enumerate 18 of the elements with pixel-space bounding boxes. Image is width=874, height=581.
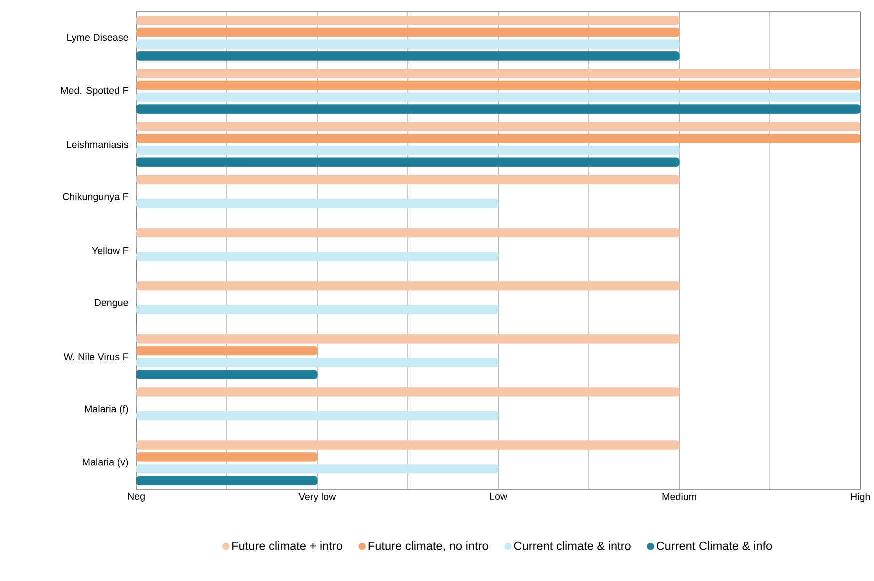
y-tick-label: Dengue: [95, 300, 128, 308]
text: High: [851, 493, 870, 502]
y-tick-label: Chikungunya F: [63, 193, 128, 202]
y-tick-label: Med. Spotted F: [61, 87, 128, 96]
text: Medium: [662, 493, 696, 501]
y-tick-label: Leishmaniasis: [67, 141, 128, 148]
y-tick-label: Yellow F: [92, 247, 128, 255]
legend-label: Future climate + intro: [232, 542, 342, 550]
y-tick-label: Malaria (f): [85, 406, 128, 415]
text: Neg: [128, 493, 145, 502]
legend-label: Future climate, no intro: [368, 542, 488, 552]
text: Low: [490, 493, 508, 500]
legend-label: Current Climate & info: [656, 542, 772, 550]
legend-label: Current climate & intro: [514, 542, 631, 550]
y-tick-label: W. Nile Virus F: [64, 353, 128, 361]
y-tick-label: Lyme Disease: [68, 34, 128, 44]
text: Very low: [298, 493, 336, 502]
y-tick-label: Malaria (v): [83, 458, 128, 468]
